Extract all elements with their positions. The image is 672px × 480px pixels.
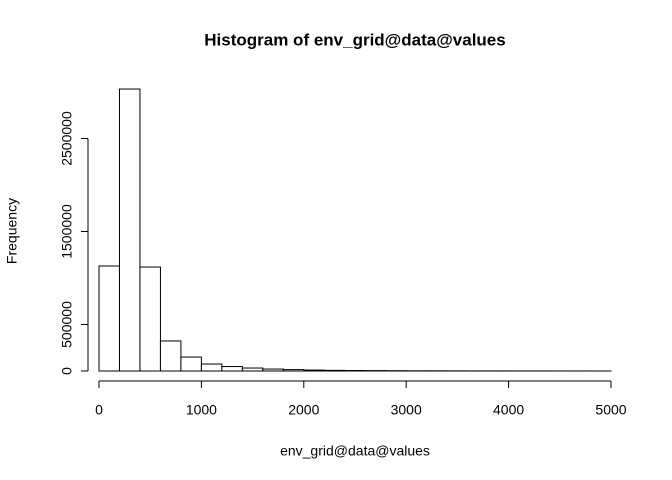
x-tick-label: 2000 (288, 402, 319, 418)
bar (200, 363, 223, 372)
x-tick-label: 0 (95, 402, 103, 418)
bar (323, 369, 346, 372)
bar (241, 367, 264, 372)
bar (159, 340, 182, 372)
bar (262, 368, 284, 372)
bar (98, 265, 120, 372)
chart-title: Histogram of env_grid@data@values (204, 30, 505, 49)
y-tick-label: 2500000 (59, 111, 75, 166)
x-tick-label: 4000 (493, 402, 524, 418)
bar (282, 369, 305, 372)
bar (221, 366, 243, 372)
y-axis-label: Frequency (4, 198, 20, 264)
bar (180, 356, 202, 372)
bar (303, 369, 325, 372)
x-tick-label: 5000 (595, 402, 626, 418)
x-tick-label: 3000 (391, 402, 422, 418)
y-tick-label: 500000 (59, 301, 75, 348)
y-tick-label: 1500000 (59, 204, 75, 259)
x-axis-label: env_grid@data@values (280, 443, 430, 459)
bar (118, 88, 141, 372)
y-tick-label: 0 (59, 367, 75, 375)
x-tick-label: 1000 (186, 402, 217, 418)
bar (139, 266, 161, 372)
